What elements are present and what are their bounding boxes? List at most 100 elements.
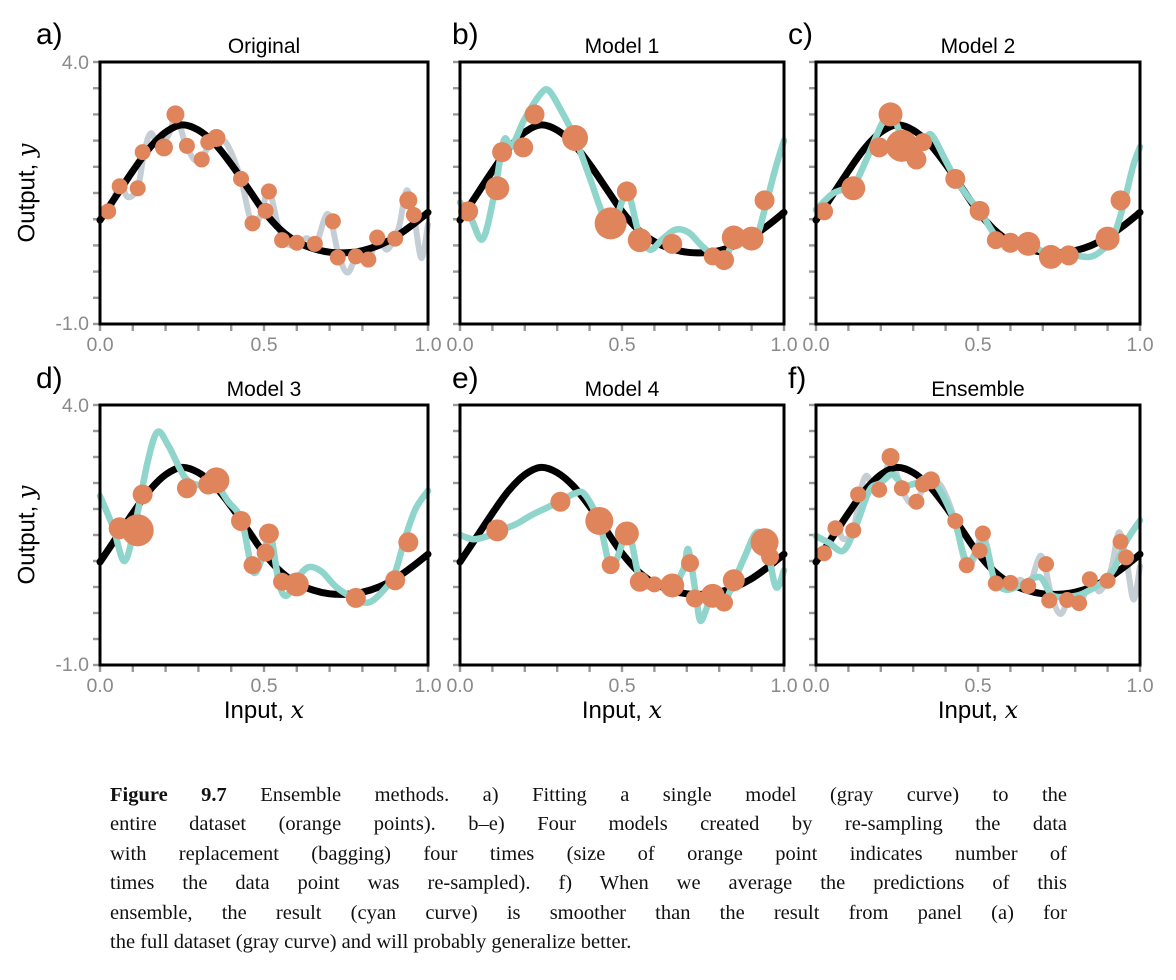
data-point — [662, 233, 683, 254]
y-tick-label: -1.0 — [55, 654, 89, 676]
x-tick-label: 0.0 — [86, 675, 113, 697]
x-axis-label-var: x — [648, 696, 663, 724]
data-point — [601, 556, 620, 575]
x-tick-label: 0.5 — [608, 334, 635, 356]
figure-number: Figure 9.7 — [110, 784, 227, 806]
data-point — [256, 543, 275, 562]
x-tick-label: 1.0 — [1126, 334, 1153, 356]
data-point — [1002, 574, 1019, 591]
data-point — [660, 573, 685, 598]
data-point — [721, 225, 746, 250]
data-point — [345, 587, 366, 608]
data-point — [243, 556, 262, 575]
caption-line: Figure 9.7 Ensemble methods. a) Fitting … — [110, 781, 1067, 810]
data-point — [513, 137, 534, 158]
data-point — [1038, 244, 1063, 269]
y-axis-label-var: y — [12, 143, 41, 158]
x-tick-label: 0.0 — [446, 675, 473, 697]
panel-letter-c: c) — [788, 18, 813, 51]
data-point — [492, 142, 513, 163]
data-point — [987, 575, 1004, 592]
x-tick-label: 1.0 — [770, 675, 797, 697]
caption-line: with replacement (bagging) four times (s… — [110, 842, 1067, 865]
data-point — [562, 124, 589, 151]
data-point — [193, 151, 210, 168]
data-point — [681, 554, 700, 573]
data-point — [893, 480, 910, 497]
data-point — [1058, 245, 1079, 266]
data-point — [1041, 592, 1058, 609]
data-point — [369, 229, 386, 246]
data-point — [550, 491, 571, 512]
x-axis-label-d: Input, x — [100, 696, 428, 725]
x-axis-label-text: Input, — [581, 697, 649, 724]
data-point — [761, 547, 780, 566]
data-point — [815, 202, 834, 221]
x-axis-label-var: x — [1004, 696, 1019, 724]
data-point — [945, 168, 966, 189]
data-point — [329, 249, 346, 266]
data-point — [616, 181, 637, 202]
data-point — [869, 137, 890, 158]
panel-title-model-2: Model 2 — [940, 35, 1016, 58]
x-tick-label: 1.0 — [1126, 675, 1153, 697]
x-tick-label: 0.5 — [964, 334, 991, 356]
data-point — [207, 128, 226, 147]
plot-model-1: 0.0 0.5 1.0 — [446, 60, 798, 356]
data-point — [486, 519, 509, 542]
data-point — [715, 593, 734, 612]
panel-title-original: Original — [227, 35, 301, 58]
data-point — [121, 514, 154, 547]
data-point — [1081, 571, 1098, 588]
figure-caption: Figure 9.7 Ensemble methods. a) Fitting … — [110, 781, 1067, 957]
x-tick-label: 0.0 — [802, 675, 829, 697]
data-point — [1110, 190, 1131, 211]
axes-box — [98, 60, 430, 326]
data-point — [306, 235, 323, 252]
data-point — [922, 471, 941, 490]
data-point — [627, 228, 652, 253]
x-tick-label: 0.5 — [250, 675, 277, 697]
data-point — [288, 234, 305, 251]
data-point — [816, 545, 833, 562]
x-axis-label-e: Input, x — [460, 696, 784, 725]
data-point — [398, 532, 419, 553]
data-point — [841, 176, 866, 201]
data-point — [132, 484, 153, 505]
data-point — [1059, 592, 1076, 608]
data-point — [1020, 577, 1037, 594]
x-tick-label: 0.5 — [250, 334, 277, 356]
data-point — [1112, 533, 1129, 550]
data-point — [878, 102, 903, 127]
panel-title-ensemble: Ensemble — [931, 378, 1025, 401]
data-point — [646, 576, 663, 593]
data-point — [324, 213, 341, 230]
x-tick-label: 0.0 — [446, 334, 473, 356]
data-point — [871, 481, 888, 498]
data-point — [360, 251, 377, 268]
data-point — [100, 203, 117, 220]
data-point — [405, 207, 422, 224]
data-point — [754, 190, 775, 211]
data-point — [1038, 556, 1055, 573]
data-point — [399, 191, 418, 210]
data-point — [913, 133, 932, 152]
panel-letter-d: d) — [36, 362, 63, 395]
x-tick-label: 0.5 — [608, 675, 635, 697]
y-tick-label: 4.0 — [62, 52, 89, 74]
data-point — [1071, 595, 1088, 612]
data-point — [154, 138, 173, 157]
data-point — [958, 557, 975, 574]
axes-box — [98, 403, 430, 667]
data-point — [585, 506, 614, 535]
panel-title-model-3: Model 3 — [226, 378, 302, 401]
x-axis-label-var: x — [290, 696, 305, 724]
plot-model-4: 0.0 0.5 1.0 — [446, 403, 798, 697]
panel-letter-a: a) — [36, 18, 63, 51]
data-point — [629, 571, 650, 592]
caption-line: the full dataset (gray curve) and will p… — [110, 931, 632, 954]
x-tick-label: 1.0 — [770, 334, 797, 356]
y-axis-label-text: Output, — [13, 499, 41, 585]
curve-model-3 — [96, 428, 432, 607]
caption-line: times the data point was re-sampled). f)… — [110, 872, 1067, 895]
